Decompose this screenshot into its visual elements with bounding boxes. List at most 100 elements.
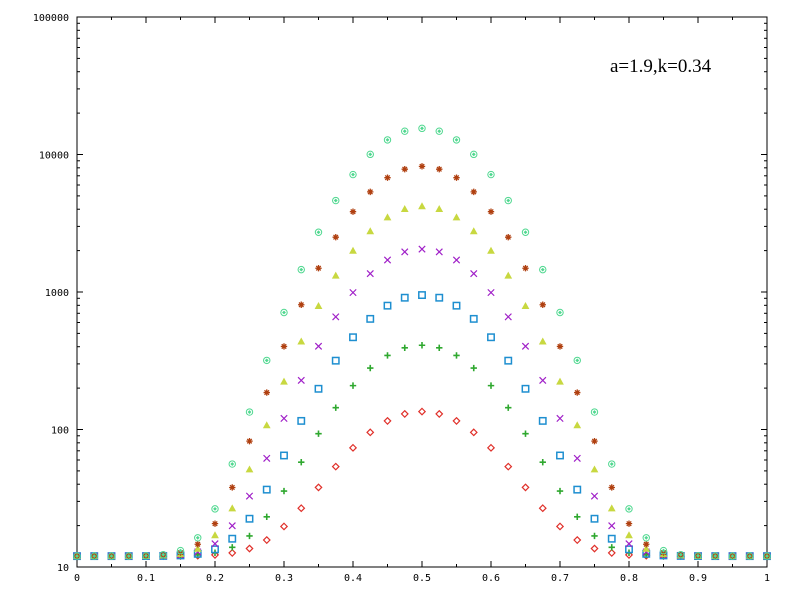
data-point-core	[316, 230, 321, 235]
data-point	[228, 522, 236, 530]
data-point-ring	[366, 150, 374, 159]
data-point-core	[471, 152, 476, 157]
data-point	[418, 245, 426, 253]
data-point	[211, 520, 219, 527]
data-point	[574, 513, 581, 521]
data-point	[314, 483, 323, 492]
y-tick-label: 100000	[33, 13, 69, 24]
data-point	[607, 548, 616, 557]
data-point	[331, 462, 340, 471]
data-point-ring	[194, 534, 202, 542]
data-point	[469, 227, 478, 235]
data-point-ring	[539, 265, 547, 274]
data-point	[521, 342, 530, 350]
data-point-ring	[625, 505, 633, 513]
data-point-ring	[159, 551, 167, 559]
data-point-core	[678, 552, 683, 557]
x-tick-label: 1	[764, 573, 770, 584]
data-point-ring	[401, 127, 409, 135]
data-point-ring	[608, 460, 616, 468]
data-point	[556, 414, 564, 423]
data-point	[539, 301, 546, 308]
data-point	[229, 484, 236, 491]
data-point-core	[385, 137, 390, 142]
data-point-ring	[590, 408, 599, 416]
data-point-ring	[487, 170, 495, 179]
data-point	[556, 377, 564, 385]
data-point-core	[540, 267, 545, 272]
data-point	[142, 552, 150, 560]
data-point	[315, 265, 322, 272]
x-tick-label: 0.1	[137, 573, 155, 584]
data-point	[298, 301, 305, 308]
data-point	[763, 552, 771, 560]
data-point-ring	[746, 552, 754, 560]
data-point-ring	[642, 534, 650, 542]
data-point	[176, 546, 185, 555]
data-point	[487, 208, 495, 215]
data-point	[505, 404, 512, 411]
data-point	[245, 408, 254, 416]
data-point	[539, 265, 547, 274]
data-point	[401, 344, 408, 351]
data-point	[677, 551, 685, 559]
data-point-core	[402, 129, 407, 134]
data-point	[228, 534, 237, 543]
x-tick-label: 0.7	[551, 573, 569, 584]
data-point	[332, 313, 340, 321]
data-point	[331, 356, 340, 365]
data-point-core	[644, 535, 649, 540]
annotation-text: a=1.9,k=0.34	[610, 56, 712, 77]
data-point	[504, 313, 512, 321]
x-tick-label: 0.9	[689, 573, 707, 584]
data-point-core	[247, 410, 252, 414]
data-point	[504, 356, 513, 365]
data-point	[556, 487, 564, 495]
data-point-core	[144, 553, 148, 558]
data-point-core	[75, 554, 79, 559]
y-tick-label: 10	[57, 563, 69, 574]
data-point	[90, 552, 98, 560]
data-point-core	[230, 462, 235, 466]
data-point	[279, 522, 289, 531]
data-point-ring	[228, 460, 236, 468]
x-tick-label: 0.2	[206, 573, 224, 584]
data-point	[418, 202, 426, 210]
data-point	[245, 492, 254, 500]
data-point	[470, 150, 478, 159]
x-tick-label: 0.4	[344, 573, 362, 584]
data-point-core	[178, 548, 183, 553]
data-point	[487, 288, 495, 297]
data-point	[229, 544, 236, 551]
data-point	[590, 544, 599, 553]
data-point	[210, 550, 220, 559]
data-point-core	[713, 554, 718, 558]
data-point	[349, 208, 357, 215]
data-point	[486, 443, 496, 452]
x-tick-label: 0.5	[413, 573, 431, 584]
data-point-ring	[263, 356, 271, 365]
data-point	[556, 451, 564, 460]
data-point-ring	[418, 124, 426, 133]
data-point-ring	[125, 552, 133, 560]
data-point-ring	[245, 408, 254, 416]
data-point	[694, 552, 702, 560]
data-point-ring	[332, 196, 340, 205]
data-point-ring	[763, 552, 771, 560]
data-point	[401, 127, 409, 135]
data-point	[349, 288, 357, 297]
data-point	[435, 293, 444, 302]
data-point-ring	[297, 265, 305, 274]
data-point-core	[661, 548, 666, 553]
data-point	[314, 342, 323, 350]
data-point	[400, 409, 409, 418]
data-point	[297, 416, 306, 425]
data-point-ring	[383, 136, 392, 144]
data-point	[436, 165, 443, 173]
data-point	[348, 443, 358, 452]
data-point	[314, 228, 323, 236]
data-point	[435, 127, 443, 135]
data-point-core	[558, 310, 562, 315]
data-point	[417, 407, 427, 416]
data-point	[263, 513, 270, 521]
